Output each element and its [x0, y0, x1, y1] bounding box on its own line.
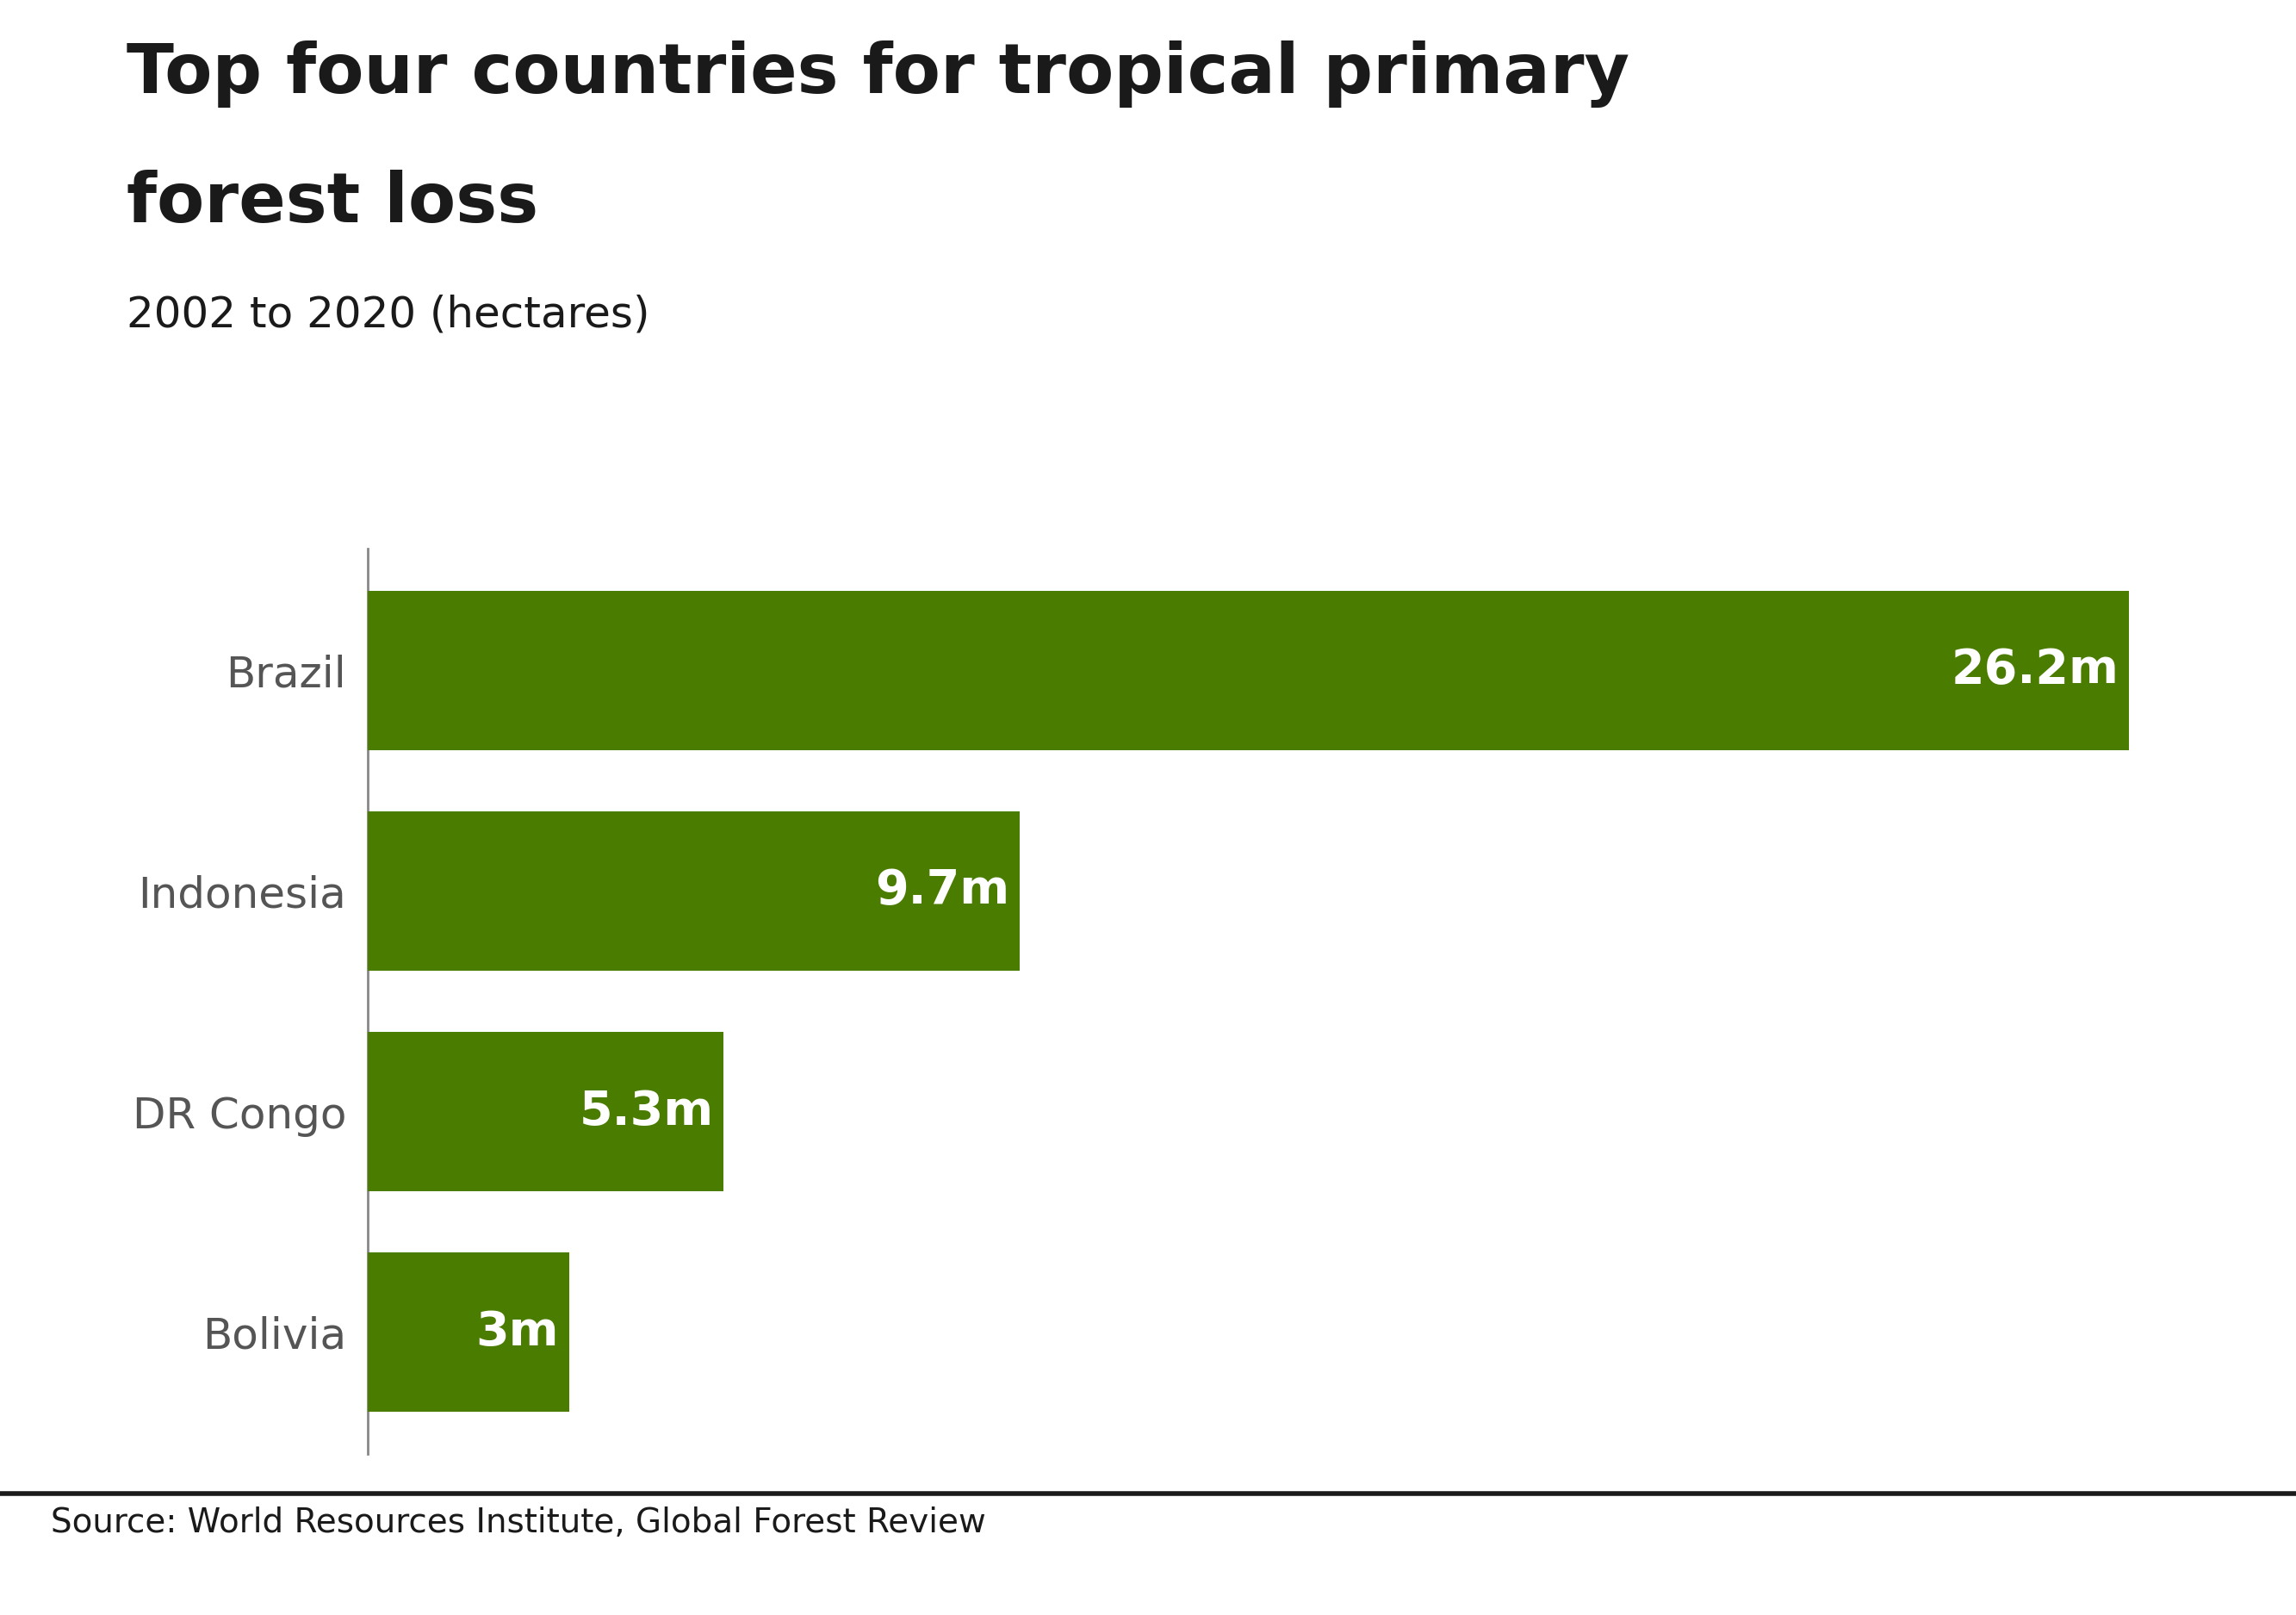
- Text: Source: World Resources Institute, Global Forest Review: Source: World Resources Institute, Globa…: [51, 1507, 985, 1539]
- Text: 3m: 3m: [475, 1308, 558, 1355]
- Text: Top four countries for tropical primary: Top four countries for tropical primary: [126, 40, 1630, 108]
- Bar: [367, 1032, 723, 1190]
- Text: BBC: BBC: [2071, 1529, 2174, 1568]
- Text: 9.7m: 9.7m: [875, 867, 1010, 914]
- Bar: [367, 591, 2128, 749]
- Text: 2002 to 2020 (hectares): 2002 to 2020 (hectares): [126, 294, 650, 336]
- Text: forest loss: forest loss: [126, 170, 537, 237]
- Text: 26.2m: 26.2m: [1952, 648, 2119, 694]
- Bar: [367, 1253, 569, 1412]
- Bar: [367, 812, 1019, 971]
- Text: 5.3m: 5.3m: [579, 1089, 714, 1135]
